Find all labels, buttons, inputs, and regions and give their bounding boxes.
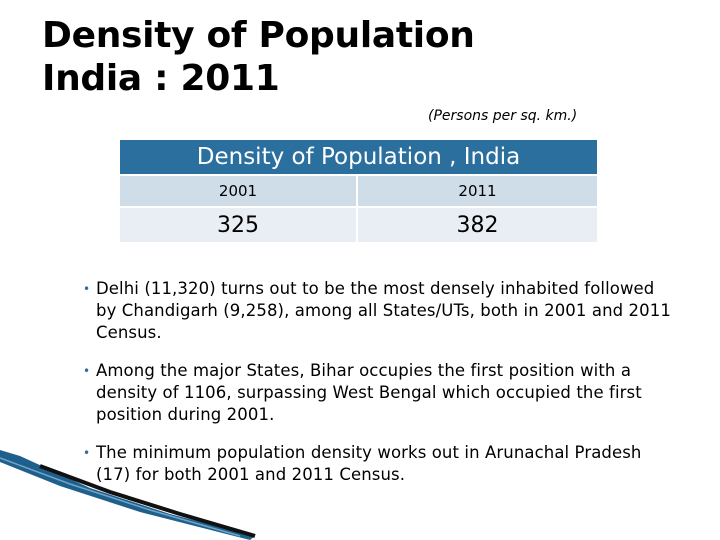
bullet-text: Delhi (11,320) turns out to be the most … (96, 279, 671, 342)
table-header: Density of Population , India (120, 140, 597, 176)
slide-title: Density of Population India : 2011 (42, 14, 475, 100)
bullet-list: • Delhi (11,320) turns out to be the mos… (80, 278, 680, 502)
bullet-text: Among the major States, Bihar occupies t… (96, 361, 642, 424)
swoosh-black-line (39, 464, 256, 538)
value-2011-cell: 382 (357, 207, 597, 242)
bullet-dot-icon: • (83, 282, 91, 296)
year-2001-cell: 2001 (120, 175, 358, 208)
bullet-dot-icon: • (83, 364, 91, 378)
swoosh-light-line (0, 457, 241, 537)
swoosh-blue-band (0, 450, 255, 540)
table-year-row: 2001 2011 (120, 175, 597, 208)
title-line-2: India : 2011 (42, 58, 280, 99)
density-table: Density of Population , India 2001 2011 … (120, 140, 597, 242)
bullet-text: The minimum population density works out… (96, 443, 642, 484)
title-line-1: Density of Population (42, 15, 475, 56)
units-note: (Persons per sq. km.) (428, 108, 578, 124)
table-header-row: Density of Population , India (120, 140, 597, 176)
table-value-row: 325 382 (120, 207, 597, 242)
year-2011-cell: 2011 (357, 175, 597, 208)
bullet-dot-icon: • (83, 446, 91, 460)
decorative-swoosh (0, 450, 256, 540)
bullet-item: • Delhi (11,320) turns out to be the mos… (80, 278, 680, 344)
bullet-item: • The minimum population density works o… (80, 442, 680, 486)
swoosh-white-fill (0, 462, 250, 540)
value-2001-cell: 325 (120, 207, 358, 242)
bullet-item: • Among the major States, Bihar occupies… (80, 360, 680, 426)
